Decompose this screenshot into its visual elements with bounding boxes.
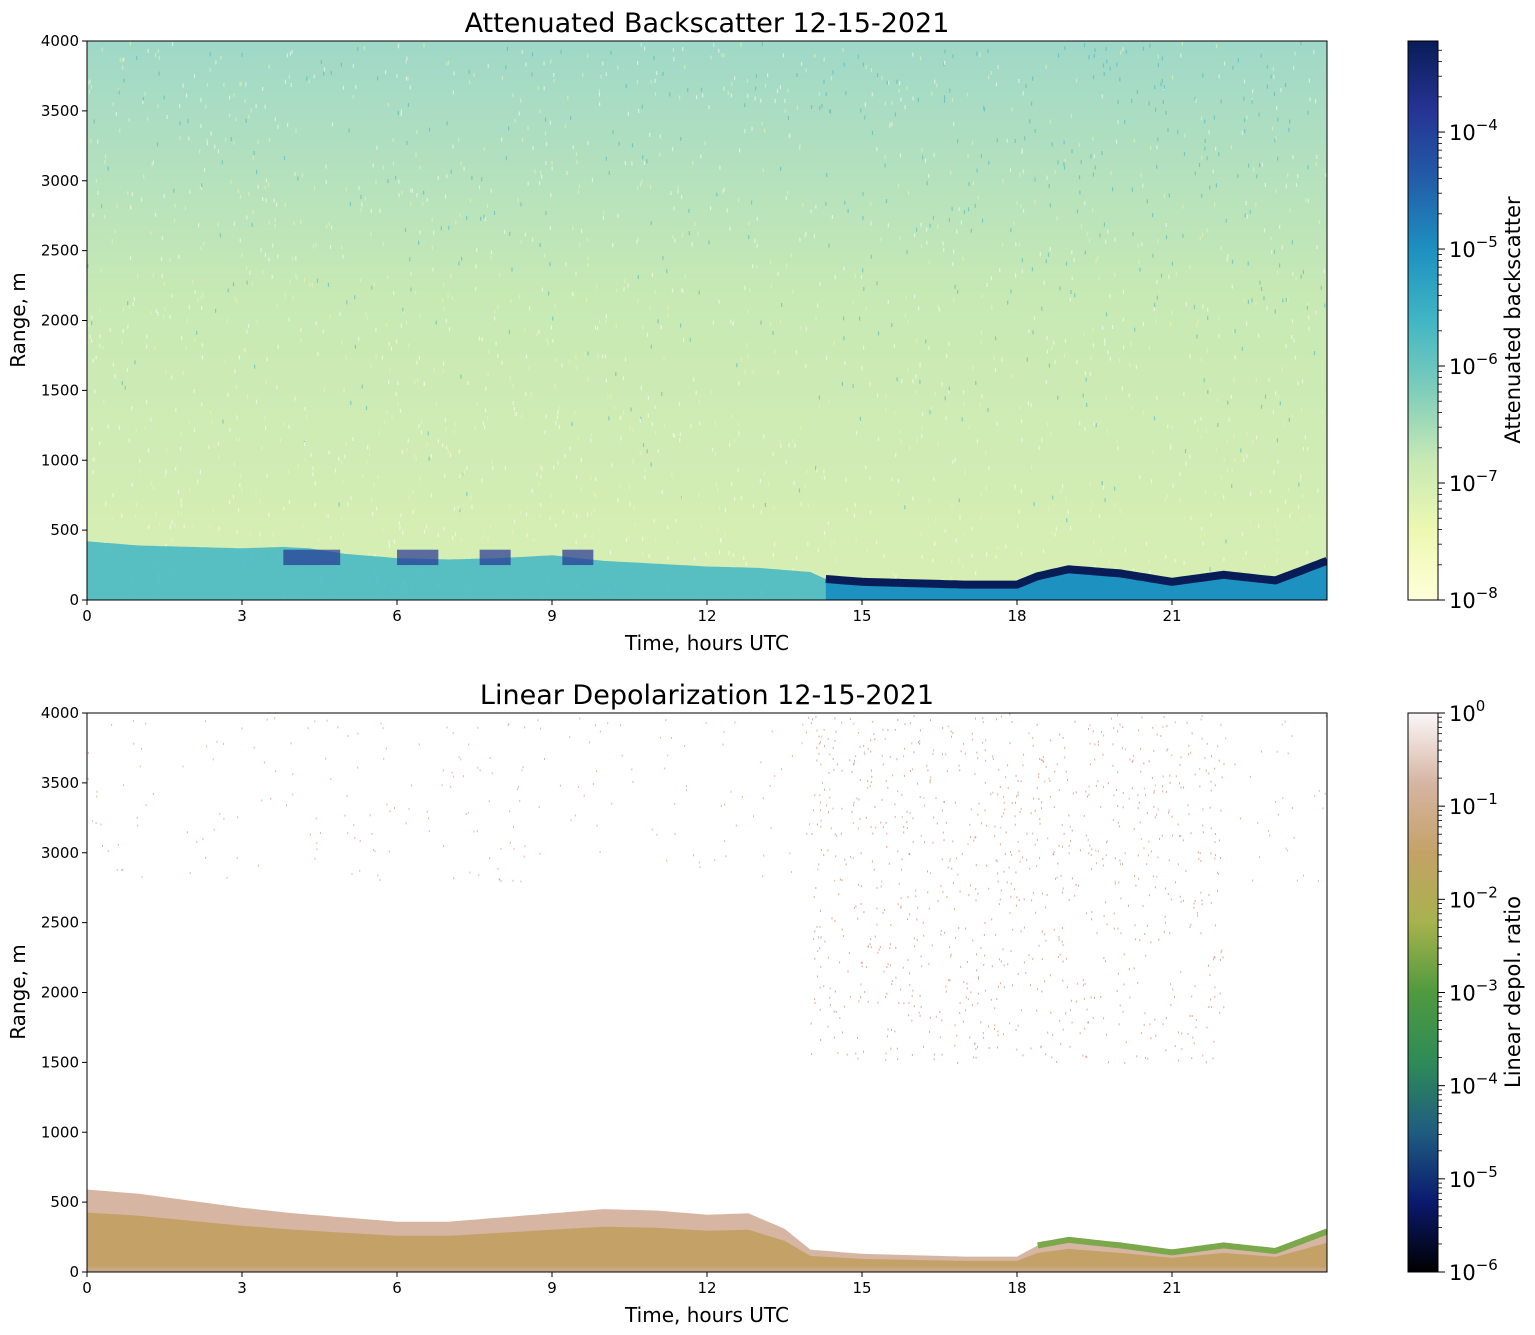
x-tick-label: 0 [82, 1279, 92, 1297]
y-tick-label: 0 [69, 1263, 79, 1281]
backscatter-plot-area [87, 41, 1327, 600]
y-tick-label: 2000 [41, 312, 79, 330]
x-tick-label: 6 [392, 607, 402, 625]
backscatter-title: Attenuated Backscatter 12-15-2021 [465, 8, 950, 39]
y-tick-label: 2500 [41, 914, 79, 932]
depolarization-x-label: Time, hours UTC [624, 1303, 789, 1327]
colorbar-tick-label: 100 [1449, 697, 1485, 726]
dark-patch [479, 549, 511, 566]
dark-patch [562, 549, 594, 566]
cloud-base-line [825, 557, 1327, 589]
depolarization-colorbar-ticks: 10−6 10−5 10−4 10−3 10−2 10−1 100 [1438, 697, 1498, 1285]
y-tick-label: 500 [50, 1193, 79, 1211]
colorbar-tick-label: 10−4 [1449, 1070, 1498, 1099]
depol-cloud-line [1037, 1228, 1327, 1256]
y-tick-label: 500 [50, 521, 79, 539]
depolarization-speckles [87, 713, 1327, 1065]
colorbar-tick-label: 10−6 [1449, 1256, 1498, 1285]
y-tick-label: 4000 [41, 32, 79, 50]
y-tick-label: 3000 [41, 172, 79, 190]
depol-surface-band [87, 1267, 1327, 1272]
backscatter-noise [87, 41, 1327, 600]
backscatter-x-ticks: 0 3 6 9 12 15 18 21 [82, 600, 1182, 625]
y-tick-label: 1500 [41, 381, 79, 399]
backscatter-panel: Attenuated Backscatter 12-15-2021 0 3 6 9 12… [6, 8, 1525, 655]
x-tick-label: 15 [852, 1279, 871, 1297]
x-tick-label: 18 [1007, 1279, 1026, 1297]
backscatter-colorbar-ticks: 10−8 10−7 10−6 10−5 10−4 [1438, 49, 1498, 613]
colorbar-tick-label: 10−6 [1449, 350, 1498, 379]
backscatter-colorbar-label: Attenuated backscatter [1501, 196, 1525, 444]
x-tick-label: 3 [237, 607, 247, 625]
x-tick-label: 9 [547, 1279, 557, 1297]
depolarization-y-ticks: 0 500 1000 1500 2000 2500 3000 3500 4000 [41, 704, 87, 1281]
depolarization-x-ticks: 0 3 6 9 12 15 18 21 [82, 1272, 1182, 1297]
x-tick-label: 21 [1162, 1279, 1181, 1297]
y-tick-label: 0 [69, 591, 79, 609]
y-tick-label: 1500 [41, 1053, 79, 1071]
backscatter-y-ticks: 0 500 1000 1500 2000 2500 3000 3500 4000 [41, 32, 87, 609]
x-tick-label: 12 [697, 607, 716, 625]
colorbar-tick-label: 10−7 [1449, 467, 1498, 496]
colorbar-tick-label: 10−5 [1449, 1163, 1498, 1192]
colorbar-tick-label: 10−5 [1449, 233, 1498, 262]
depolarization-plot-area [87, 713, 1327, 1272]
depolarization-colorbar-label: Linear depol. ratio [1501, 896, 1525, 1088]
depolarization-panel: Linear Depolarization 12-15-2021 0 3 6 9 12 1… [6, 680, 1525, 1327]
y-tick-label: 1000 [41, 1123, 79, 1141]
y-tick-label: 3500 [41, 102, 79, 120]
x-tick-label: 6 [392, 1279, 402, 1297]
y-tick-label: 4000 [41, 704, 79, 722]
y-tick-label: 2000 [41, 984, 79, 1002]
y-tick-label: 2500 [41, 242, 79, 260]
depolarization-axes-frame [86, 712, 1328, 1273]
backscatter-colorbar [1407, 40, 1439, 601]
y-tick-label: 3000 [41, 844, 79, 862]
dense-layer [825, 560, 1327, 600]
dark-patch [397, 549, 439, 566]
backscatter-x-label: Time, hours UTC [624, 631, 789, 655]
colorbar-tick-label: 10−1 [1449, 790, 1498, 819]
x-tick-label: 3 [237, 1279, 247, 1297]
depolarization-colorbar [1407, 712, 1439, 1273]
y-tick-label: 3500 [41, 774, 79, 792]
colorbar-tick-label: 10−2 [1449, 883, 1498, 912]
colorbar-tick-label: 10−8 [1449, 584, 1498, 613]
x-tick-label: 12 [697, 1279, 716, 1297]
x-tick-label: 18 [1007, 607, 1026, 625]
x-tick-label: 15 [852, 607, 871, 625]
backscatter-background [87, 41, 1327, 600]
dark-patch [283, 549, 341, 566]
x-tick-label: 21 [1162, 607, 1181, 625]
depol-layer-core [87, 1212, 1327, 1272]
x-tick-label: 0 [82, 607, 92, 625]
y-tick-label: 1000 [41, 451, 79, 469]
colorbar-tick-label: 10−3 [1449, 977, 1498, 1006]
backscatter-y-label: Range, m [6, 272, 30, 368]
depolarization-title: Linear Depolarization 12-15-2021 [480, 680, 934, 711]
colorbar-tick-label: 10−4 [1449, 116, 1498, 145]
x-tick-label: 9 [547, 607, 557, 625]
depolarization-y-label: Range, m [6, 944, 30, 1040]
